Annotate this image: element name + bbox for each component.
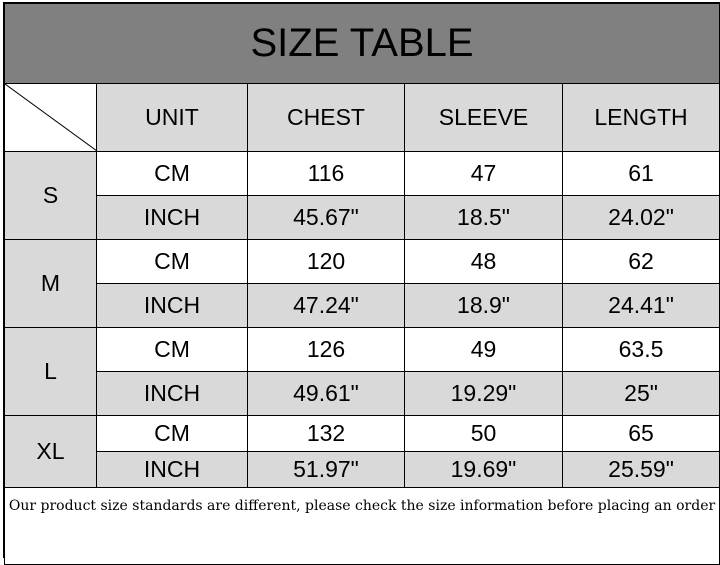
cell-length: 24.02" bbox=[561, 195, 720, 240]
cell-length: 63.5 bbox=[561, 327, 720, 372]
cell-sleeve: 49 bbox=[404, 327, 563, 372]
cell-unit: INCH bbox=[96, 195, 248, 240]
diagonal-line-icon bbox=[5, 84, 97, 151]
cell-length: 25.59" bbox=[561, 451, 720, 488]
cell-unit: INCH bbox=[96, 371, 248, 416]
cell-chest: 132 bbox=[247, 415, 405, 452]
cell-chest: 51.97" bbox=[247, 451, 405, 488]
cell-sleeve: 19.69" bbox=[404, 451, 563, 488]
table-row: M CM 120 48 62 bbox=[4, 239, 720, 328]
cell-unit: CM bbox=[96, 151, 248, 196]
size-label: S bbox=[4, 151, 97, 240]
cell-chest: 120 bbox=[247, 239, 405, 284]
cell-length: 61 bbox=[561, 151, 720, 196]
cell-sleeve: 50 bbox=[404, 415, 563, 452]
cell-sleeve: 48 bbox=[404, 239, 563, 284]
cell-unit: CM bbox=[96, 239, 248, 284]
table-row: L CM 126 49 63.5 bbox=[4, 327, 720, 416]
cell-unit: CM bbox=[96, 415, 248, 452]
header-unit: UNIT bbox=[96, 83, 248, 152]
header-chest: CHEST bbox=[247, 83, 405, 152]
cell-sleeve: 18.5" bbox=[404, 195, 563, 240]
footer-note: Our product size standards are different… bbox=[3, 487, 720, 565]
cell-length: 24.41" bbox=[561, 283, 720, 328]
cell-chest: 126 bbox=[247, 327, 405, 372]
size-label: XL bbox=[4, 415, 97, 488]
table-row: XL CM 132 50 65 bbox=[4, 415, 720, 488]
table-row: S CM 116 47 61 bbox=[4, 151, 720, 240]
cell-length: 62 bbox=[561, 239, 720, 284]
diagonal-corner-cell bbox=[4, 83, 97, 152]
header-length: LENGTH bbox=[561, 83, 720, 152]
table-title: SIZE TABLE bbox=[3, 3, 720, 84]
cell-chest: 116 bbox=[247, 151, 405, 196]
size-label: M bbox=[4, 239, 97, 328]
cell-sleeve: 18.9" bbox=[404, 283, 563, 328]
cell-sleeve: 19.29" bbox=[404, 371, 563, 416]
cell-unit: INCH bbox=[96, 451, 248, 488]
table-row: INCH 45.67" 18.5" 24.02" bbox=[5, 195, 720, 240]
cell-chest: 47.24" bbox=[247, 283, 405, 328]
cell-length: 65 bbox=[561, 415, 720, 452]
cell-length: 25" bbox=[561, 371, 720, 416]
size-table: SIZE TABLE UNIT CHEST SLEEVE LENGTH S CM 1… bbox=[3, 3, 720, 565]
table-row: INCH 49.61" 19.29" 25" bbox=[5, 371, 720, 416]
size-table-container: SIZE TABLE UNIT CHEST SLEEVE LENGTH S CM 1… bbox=[3, 2, 720, 565]
cell-sleeve: 47 bbox=[404, 151, 563, 196]
size-label: L bbox=[4, 327, 97, 416]
cell-unit: CM bbox=[96, 327, 248, 372]
table-row: INCH 51.97" 19.69" 25.59" bbox=[5, 451, 720, 488]
cell-chest: 45.67" bbox=[247, 195, 405, 240]
table-row: INCH 47.24" 18.9" 24.41" bbox=[5, 283, 720, 328]
cell-unit: INCH bbox=[96, 283, 248, 328]
header-sleeve: SLEEVE bbox=[404, 83, 563, 152]
cell-chest: 49.61" bbox=[247, 371, 405, 416]
